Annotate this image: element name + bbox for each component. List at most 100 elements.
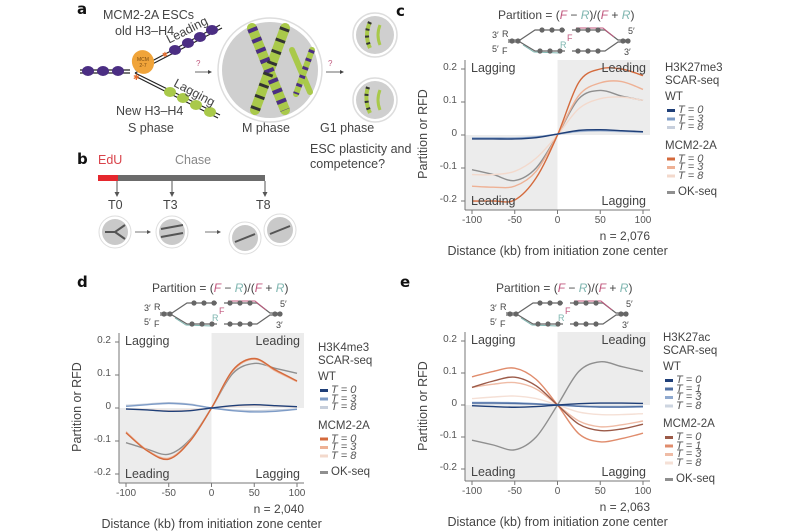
nucleosome bbox=[547, 300, 553, 306]
legend-item: T = 0 bbox=[678, 152, 704, 165]
legend-swatch bbox=[320, 406, 328, 409]
g1-phase-label: G1 phase bbox=[320, 121, 375, 135]
legend-swatch bbox=[665, 444, 673, 448]
fork-label: 3′ bbox=[622, 320, 629, 329]
legend-group-mcm2-2a: MCM2-2A bbox=[318, 419, 370, 432]
legend-swatch-ok-seq bbox=[665, 478, 673, 481]
x-axis-label: Distance (kb) from initiation zone cente… bbox=[101, 517, 322, 531]
quadrant-label-bottom-left: Leading bbox=[471, 465, 516, 479]
nucleosome bbox=[199, 321, 205, 327]
m-phase-label: M phase bbox=[242, 121, 290, 135]
formula-part: F bbox=[559, 8, 568, 22]
legend-item: T = 8 bbox=[331, 449, 357, 462]
legend-item: T = 3 bbox=[676, 448, 702, 460]
chase-label: Chase bbox=[175, 153, 212, 167]
mcm-label: 2-7 bbox=[139, 63, 146, 69]
nucleosome bbox=[247, 321, 253, 327]
old-nucleosome bbox=[82, 66, 94, 76]
panel-letter-b: b bbox=[77, 150, 88, 168]
x-tick-label: 100 bbox=[634, 486, 652, 497]
legend-swatch bbox=[665, 396, 673, 399]
formula-part: Partition = ( bbox=[496, 281, 558, 295]
x-tick-label: 100 bbox=[634, 215, 652, 226]
nucleosome bbox=[557, 48, 563, 54]
nucleosome bbox=[559, 27, 565, 33]
x-tick-label: -50 bbox=[507, 215, 522, 226]
fork-label: R bbox=[560, 40, 567, 50]
arrow-right-icon bbox=[217, 230, 221, 234]
formula-part: + bbox=[606, 281, 620, 295]
y-tick-label: -0.1 bbox=[439, 161, 457, 172]
fork-label: F bbox=[219, 306, 225, 316]
y-tick-label: 0 bbox=[451, 398, 457, 409]
legend-swatch bbox=[665, 379, 673, 382]
legend-group-wt: WT bbox=[663, 361, 681, 373]
quadrant-label-bottom-right: Lagging bbox=[601, 194, 647, 208]
nucleosome bbox=[513, 311, 519, 317]
fork-label: 3′ bbox=[624, 47, 631, 56]
nucleosome bbox=[585, 27, 591, 33]
legend-swatch bbox=[320, 437, 328, 441]
y-tick-label: -0.2 bbox=[439, 462, 457, 473]
forward-strand bbox=[574, 300, 613, 311]
question-text-line1: ESC plasticity and bbox=[310, 142, 412, 156]
x-tick-label: -50 bbox=[161, 488, 176, 499]
legend-swatch bbox=[667, 117, 675, 121]
legend-swatch bbox=[667, 126, 675, 129]
formula-part: − bbox=[565, 281, 579, 295]
quadrant-label-bottom-left: Leading bbox=[125, 467, 170, 481]
new-nucleosome bbox=[164, 87, 176, 97]
old-histone-label: old H3–H4 bbox=[115, 24, 175, 38]
new-nucleosome bbox=[204, 107, 216, 117]
nucleosome bbox=[623, 311, 629, 317]
legend-group-wt: WT bbox=[665, 91, 683, 103]
nucleosome bbox=[573, 300, 579, 306]
legend-item: T = 0 bbox=[678, 104, 704, 116]
old-nucleosome bbox=[182, 38, 194, 48]
forward-strand bbox=[576, 27, 615, 38]
chromosome-small bbox=[289, 47, 315, 97]
y-tick-label: 0.2 bbox=[443, 334, 457, 345]
panel-letter-e: e bbox=[400, 273, 411, 291]
y-axis-label: Partition or RFD bbox=[416, 360, 430, 451]
fork-label: R bbox=[502, 29, 509, 39]
fork-label: 5′ bbox=[490, 317, 497, 327]
nucleosome bbox=[209, 321, 215, 327]
nucleosome bbox=[535, 321, 541, 327]
fork-label: F bbox=[502, 46, 508, 56]
nucleosome bbox=[509, 38, 515, 44]
shaded-quadrant-top-right bbox=[557, 332, 650, 405]
mcm-label: MCM bbox=[137, 57, 149, 63]
nucleosome bbox=[247, 300, 253, 306]
nucleosome bbox=[593, 321, 599, 327]
formula-part: F bbox=[600, 8, 609, 22]
old-nucleosome bbox=[169, 45, 181, 55]
n-count-label: n = 2,040 bbox=[253, 502, 304, 516]
x-tick-label: -100 bbox=[461, 486, 482, 497]
nucleosome bbox=[167, 311, 173, 317]
x-tick-label: -100 bbox=[461, 215, 482, 226]
timepoint-t3: T3 bbox=[163, 198, 178, 212]
nucleosome bbox=[575, 48, 581, 54]
legend-item: T = 1 bbox=[676, 439, 702, 452]
cell-t8b bbox=[263, 213, 297, 247]
fork-label: R bbox=[558, 313, 565, 323]
formula-part: R bbox=[580, 8, 590, 22]
n-count-label: n = 2,076 bbox=[599, 229, 650, 243]
s-phase-label: S phase bbox=[128, 121, 174, 135]
old-nucleosome bbox=[206, 25, 218, 35]
formula-part: )/( bbox=[587, 281, 599, 295]
fork-label: 5′ bbox=[144, 317, 151, 327]
arrow-right-icon bbox=[147, 230, 151, 234]
series-line-wt-t-0 bbox=[472, 128, 644, 140]
replication-fork-diagram: MCM 2-7 ✱ ✱ ? ? bbox=[80, 12, 398, 123]
arrow-down-icon bbox=[262, 192, 268, 197]
question-text-line2: competence? bbox=[310, 157, 386, 171]
legend-item-ok-seq: OK-seq bbox=[678, 186, 717, 198]
legend-swatch bbox=[320, 446, 328, 449]
nucleosome bbox=[583, 300, 589, 306]
partition-formula: Partition = (F − R)/(F + R) bbox=[498, 8, 634, 22]
